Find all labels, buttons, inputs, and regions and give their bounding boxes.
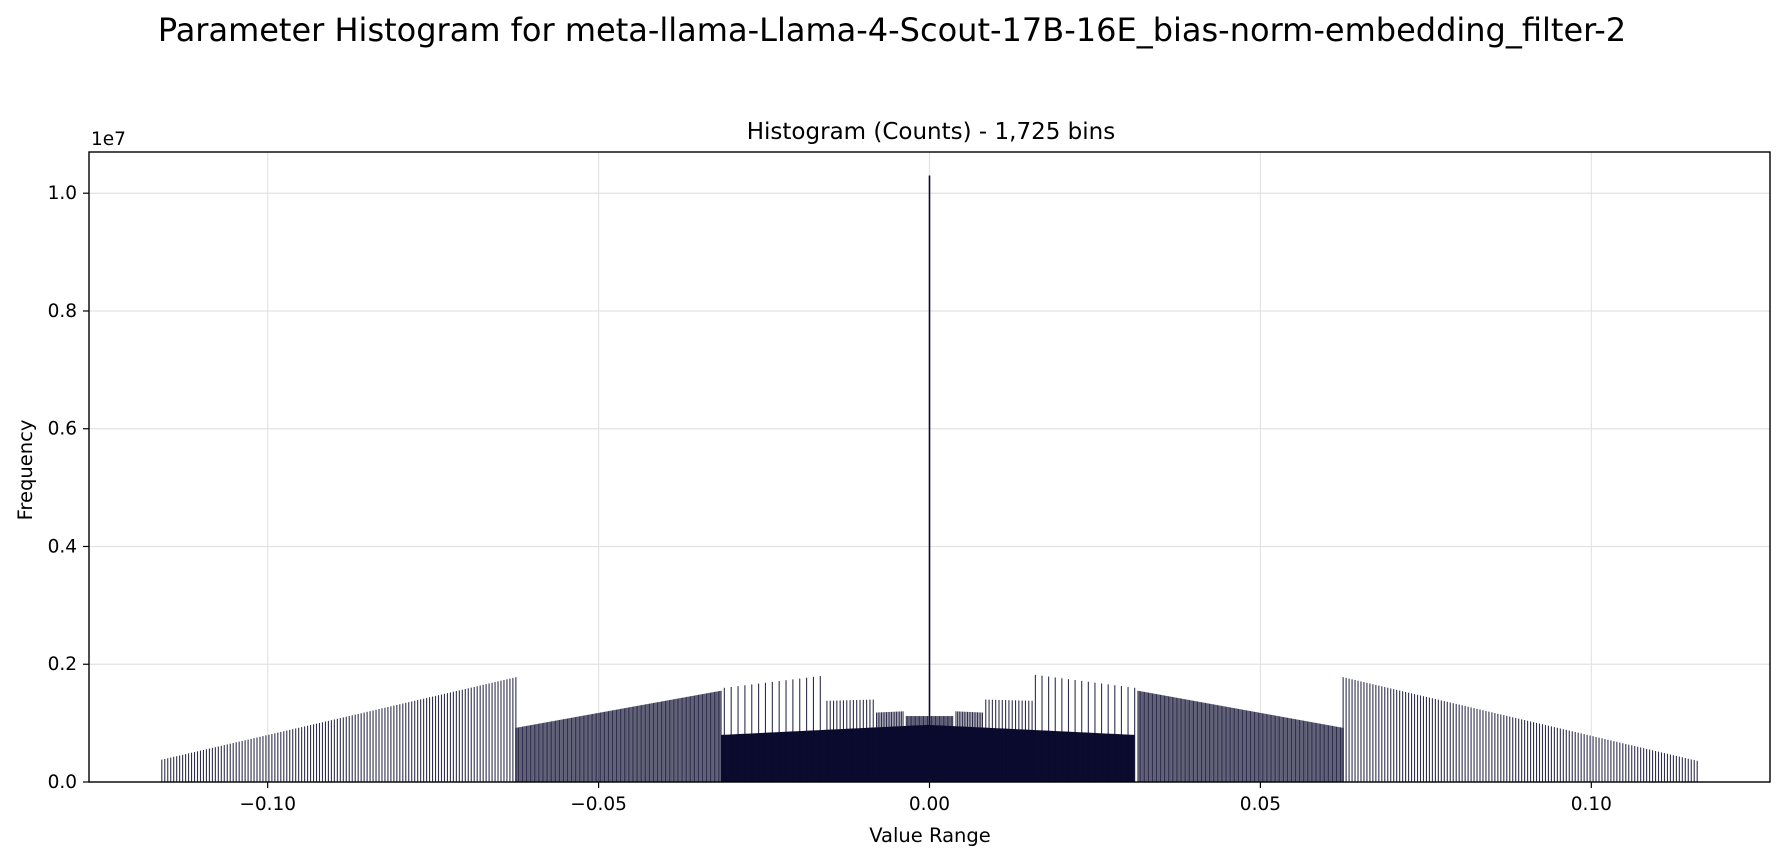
- x-tick-label: −0.05: [570, 794, 627, 815]
- y-axis-ticks: 0.0 0.2 0.4 0.6 0.8 1.0: [48, 183, 89, 793]
- y-tick-label: 0.4: [48, 536, 77, 557]
- histogram-bars: [161, 175, 1698, 782]
- y-tick-label: 0.8: [48, 301, 77, 322]
- y-axis-label: Frequency: [14, 420, 37, 521]
- y-tick-label: 0.6: [48, 419, 77, 440]
- y-tick-label: 1.0: [48, 183, 77, 204]
- x-tick-label: 0.05: [1240, 794, 1281, 815]
- x-tick-label: −0.10: [239, 794, 296, 815]
- x-tick-label: 0.00: [909, 794, 950, 815]
- x-tick-label: 0.10: [1571, 794, 1612, 815]
- x-axis-label: Value Range: [869, 824, 991, 847]
- figure-title: Parameter Histogram for meta-llama-Llama…: [157, 11, 1627, 49]
- y-tick-label: 0.2: [48, 654, 77, 675]
- plot-title: Histogram (Counts) - 1,725 bins: [747, 119, 1115, 145]
- y-tick-label: 0.0: [48, 772, 77, 793]
- x-axis-ticks: −0.10 −0.05 0.00 0.05 0.10: [239, 782, 1612, 815]
- y-offset-label: 1e7: [91, 129, 126, 150]
